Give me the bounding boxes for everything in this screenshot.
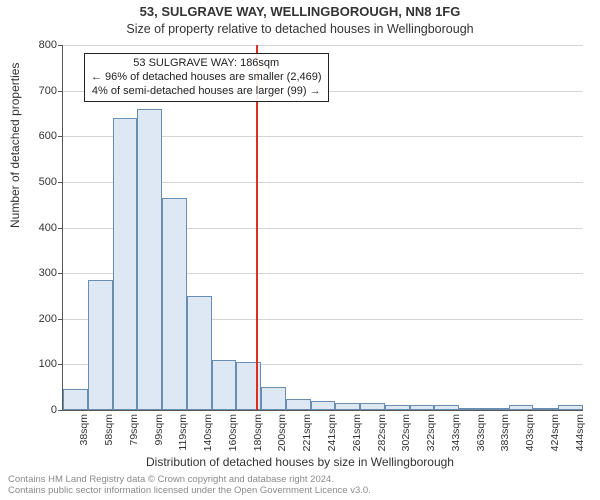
histogram-bar [410,405,435,410]
histogram-bar [162,198,187,410]
histogram-bar [558,405,583,410]
y-tick-mark [58,182,62,183]
x-tick-label: 403sqm [524,414,536,451]
histogram-bar [434,405,459,410]
x-tick-label: 160sqm [227,414,239,451]
y-tick-mark [58,45,62,46]
y-tick-mark [58,91,62,92]
annotation-line2: ← 96% of detached houses are smaller (2,… [91,71,322,85]
histogram-bar [311,401,336,410]
histogram-bar [113,118,138,410]
histogram-bar [212,360,237,410]
x-tick-label: 363sqm [475,414,487,451]
histogram-bar [187,296,212,410]
x-tick-label: 99sqm [153,414,165,446]
x-tick-label: 241sqm [326,414,338,451]
histogram-bar [335,403,360,410]
x-tick-label: 200sqm [276,414,288,451]
marker-annotation: 53 SULGRAVE WAY: 186sqm ← 96% of detache… [84,53,329,102]
y-tick-label: 0 [17,404,57,416]
y-tick-mark [58,273,62,274]
x-tick-label: 302sqm [400,414,412,451]
x-tick-label: 221sqm [301,414,313,451]
x-tick-label: 58sqm [103,414,115,446]
y-tick-label: 400 [17,222,57,234]
histogram-bar [484,408,509,410]
footer-line2: Contains public sector information licen… [8,486,371,497]
annotation-line3: 4% of semi-detached houses are larger (9… [91,85,322,99]
histogram-bar [509,405,534,410]
y-tick-mark [58,364,62,365]
y-tick-mark [58,319,62,320]
x-tick-label: 119sqm [177,414,189,451]
histogram-bar [385,405,410,410]
y-tick-label: 600 [17,130,57,142]
histogram-bar [137,109,162,410]
y-tick-label: 200 [17,313,57,325]
gridline [63,45,583,46]
x-tick-label: 261sqm [351,414,363,451]
y-tick-label: 500 [17,176,57,188]
y-tick-mark [58,228,62,229]
y-tick-mark [58,136,62,137]
x-tick-label: 424sqm [549,414,561,451]
y-tick-label: 700 [17,85,57,97]
y-tick-label: 800 [17,39,57,51]
y-tick-label: 100 [17,358,57,370]
page-title: 53, SULGRAVE WAY, WELLINGBOROUGH, NN8 1F… [0,4,600,19]
x-axis-label: Distribution of detached houses by size … [0,455,600,469]
y-tick-label: 300 [17,267,57,279]
x-tick-label: 38sqm [78,414,90,446]
x-tick-label: 383sqm [499,414,511,451]
histogram-bar [459,408,484,410]
x-tick-label: 444sqm [574,414,586,451]
x-tick-label: 180sqm [252,414,264,451]
annotation-line1: 53 SULGRAVE WAY: 186sqm [91,57,322,71]
y-tick-mark [58,410,62,411]
x-tick-label: 282sqm [376,414,388,451]
page-subtitle: Size of property relative to detached ho… [0,22,600,36]
histogram-bar [286,399,311,410]
histogram-bar [63,389,88,410]
x-tick-label: 79sqm [128,414,140,446]
x-tick-label: 343sqm [450,414,462,451]
histogram-bar [533,408,558,410]
histogram-bar [360,403,385,410]
histogram-bar [88,280,113,410]
histogram-bar [261,387,286,410]
footer-attribution: Contains HM Land Registry data © Crown c… [8,475,371,497]
x-tick-label: 322sqm [425,414,437,451]
x-tick-label: 140sqm [202,414,214,451]
